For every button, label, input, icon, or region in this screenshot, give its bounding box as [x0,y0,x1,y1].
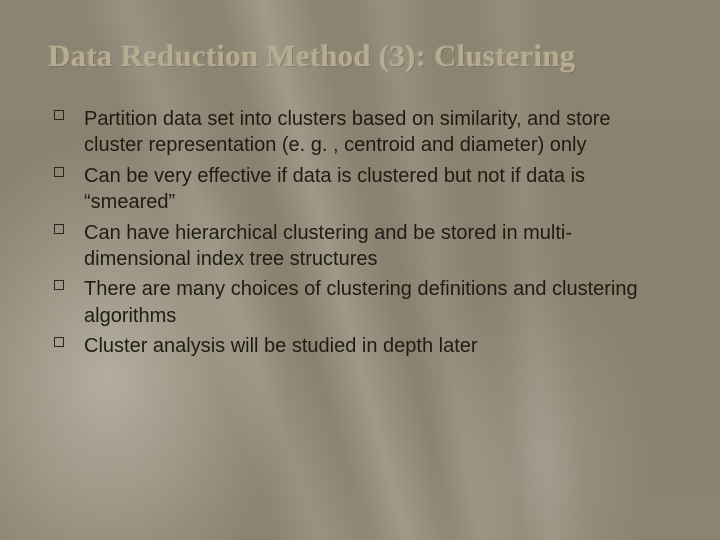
list-item: Can have hierarchical clustering and be … [54,220,672,273]
list-item-text: Can be very effective if data is cluster… [84,165,585,213]
list-item-text: Cluster analysis will be studied in dept… [84,335,478,357]
square-bullet-icon [54,337,64,347]
slide-title: Data Reduction Method (3): Clustering [48,38,672,74]
square-bullet-icon [54,224,64,234]
square-bullet-icon [54,167,64,177]
list-item: There are many choices of clustering def… [54,276,672,329]
list-item-text: Can have hierarchical clustering and be … [84,222,572,270]
list-item: Cluster analysis will be studied in dept… [54,333,672,359]
list-item-text: Partition data set into clusters based o… [84,108,611,156]
list-item: Can be very effective if data is cluster… [54,163,672,216]
list-item: Partition data set into clusters based o… [54,106,672,159]
square-bullet-icon [54,110,64,120]
square-bullet-icon [54,280,64,290]
list-item-text: There are many choices of clustering def… [84,278,638,326]
slide: Data Reduction Method (3): Clustering Pa… [0,0,720,540]
bullet-list: Partition data set into clusters based o… [48,106,672,360]
